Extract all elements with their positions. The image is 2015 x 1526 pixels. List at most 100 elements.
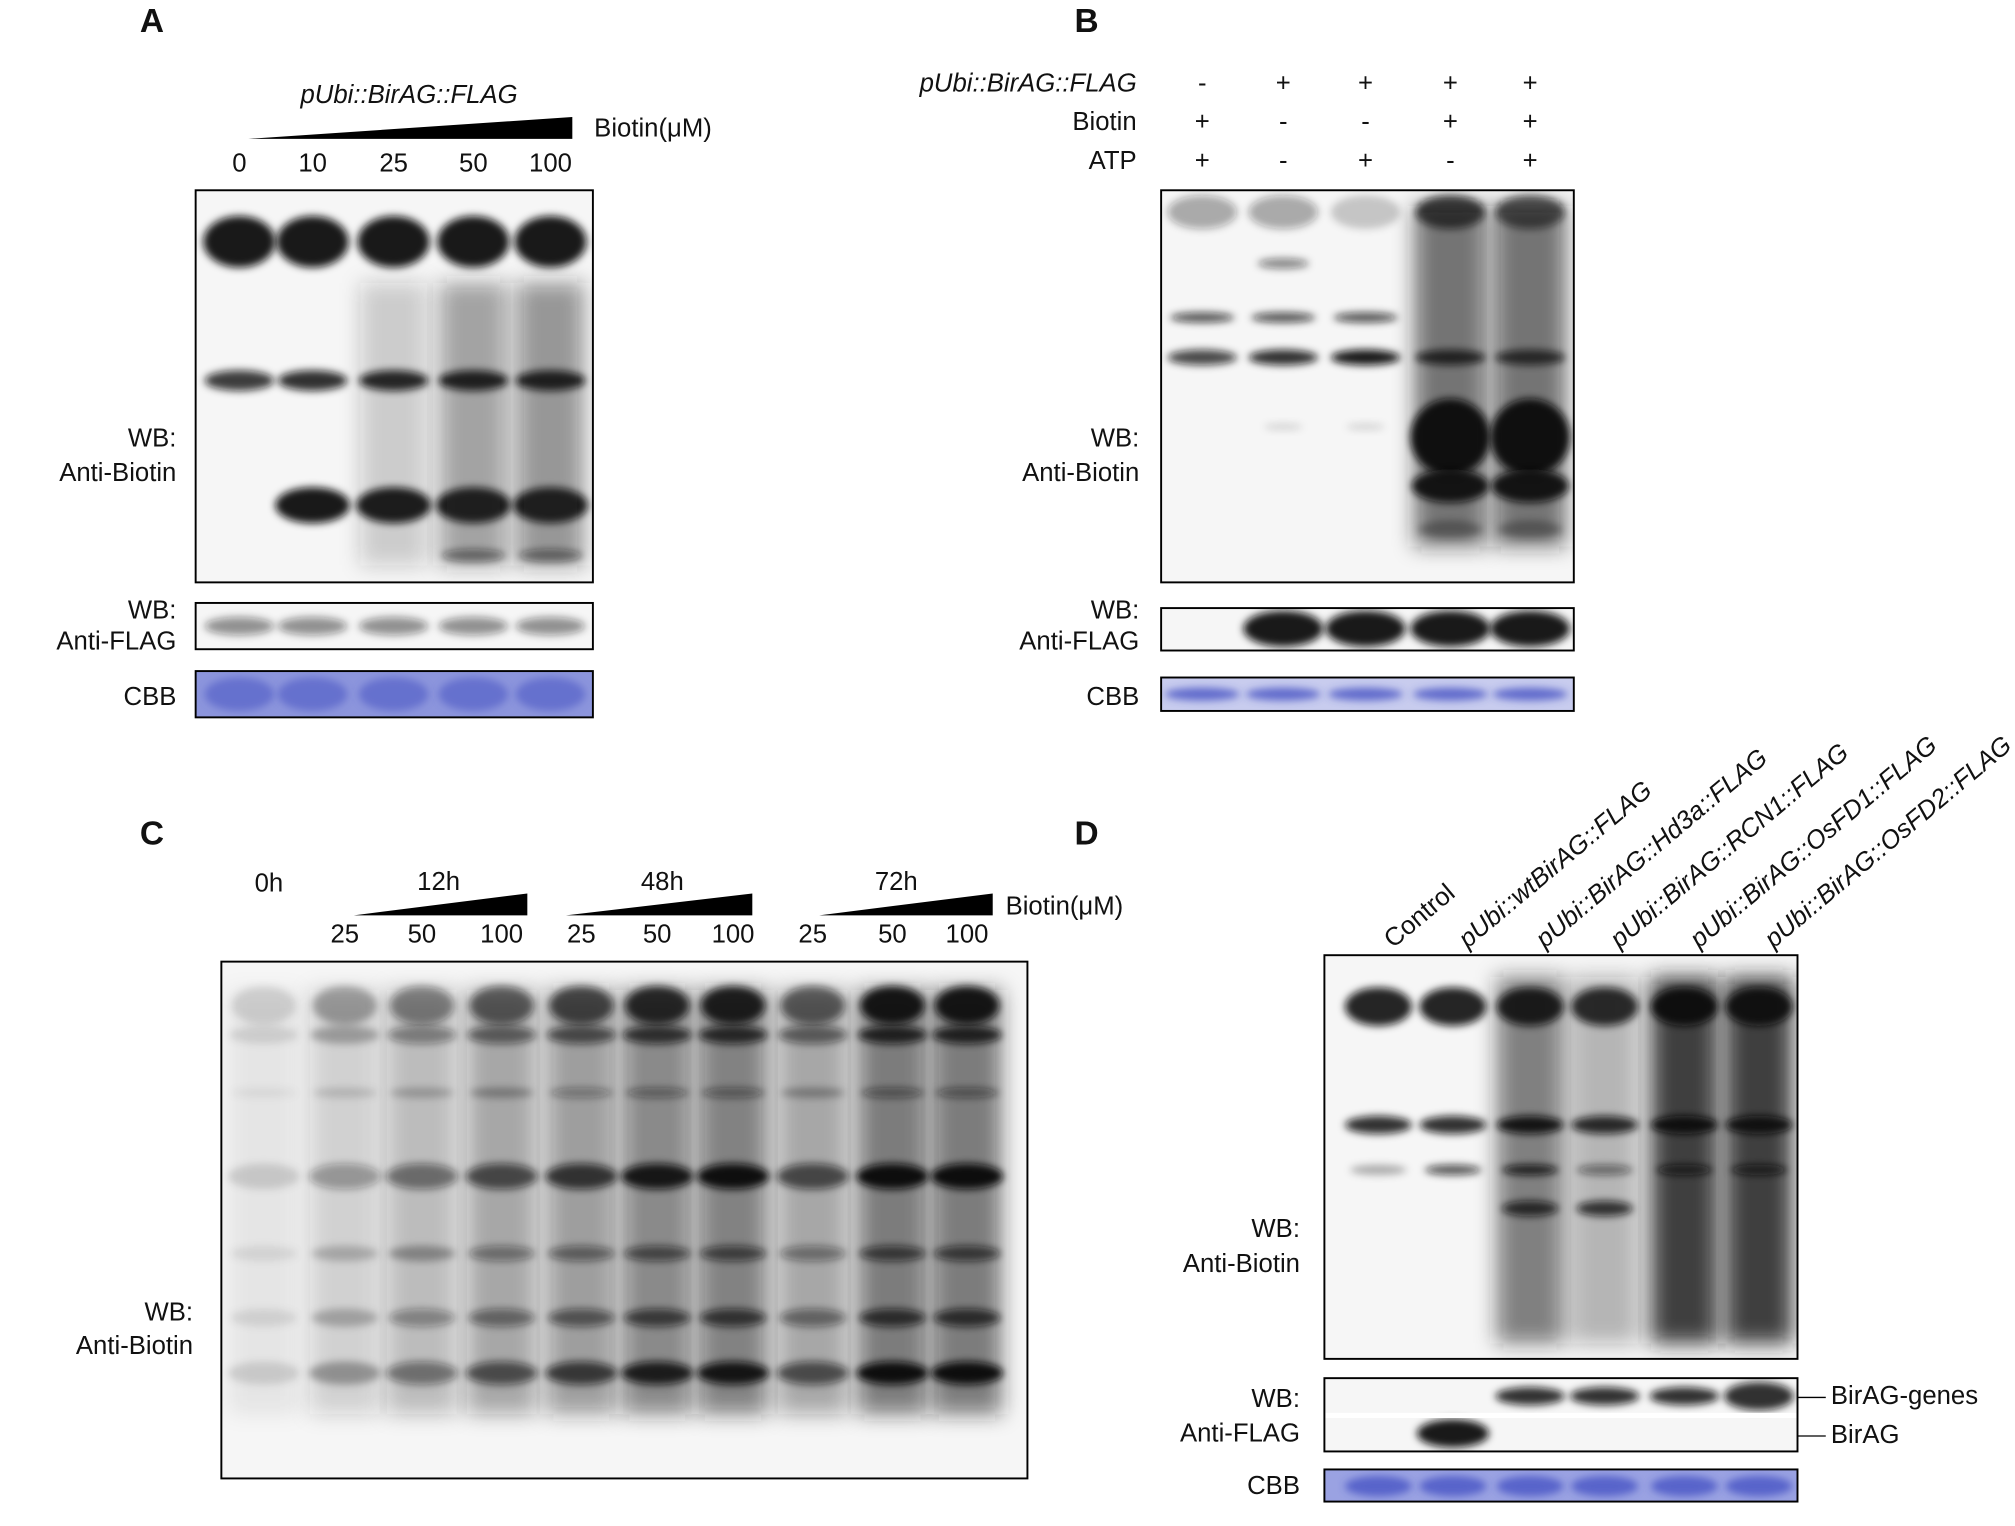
blot-frame <box>1323 1468 1799 1503</box>
band <box>1344 1115 1412 1134</box>
blot <box>204 677 586 711</box>
label: WB: <box>128 424 177 452</box>
band <box>859 1245 926 1262</box>
band <box>468 1308 536 1327</box>
band <box>1656 1164 1713 1176</box>
sign: + <box>1443 108 1458 136</box>
band <box>1419 987 1487 1026</box>
band <box>1491 469 1569 503</box>
band <box>776 1163 849 1190</box>
smear <box>1496 977 1564 1344</box>
band <box>1650 1475 1718 1497</box>
band <box>227 1361 300 1385</box>
band <box>698 1025 768 1044</box>
label: Anti-Biotin <box>59 459 176 487</box>
band <box>229 1025 299 1044</box>
sign: - <box>1279 147 1288 175</box>
band <box>1650 987 1718 1026</box>
band <box>204 677 275 711</box>
label: CBB <box>1086 683 1139 711</box>
label: Anti-FLAG <box>1019 628 1139 656</box>
blot-frame <box>1323 1377 1799 1453</box>
smear <box>622 989 692 1415</box>
construct-label: pUbi::BirAG::FLAG <box>300 81 518 109</box>
band <box>1490 398 1570 476</box>
band <box>546 1025 617 1044</box>
band <box>621 1361 694 1385</box>
band <box>385 1163 458 1190</box>
band <box>1497 520 1563 539</box>
lane-label: 0 <box>232 149 246 177</box>
band <box>437 215 510 268</box>
sign: + <box>1523 147 1538 175</box>
lane-label: 25 <box>330 921 359 949</box>
band <box>1251 312 1316 323</box>
band <box>1492 687 1568 701</box>
band <box>1569 1387 1640 1406</box>
sign: + <box>1523 108 1538 136</box>
label: WB: <box>1251 1385 1300 1413</box>
label: Biotin(μM) <box>594 115 712 143</box>
time-label: 72h <box>875 868 918 896</box>
band <box>1419 1475 1487 1497</box>
lane-label: 10 <box>298 149 327 177</box>
band <box>230 1245 298 1262</box>
sign: + <box>1358 147 1373 175</box>
band <box>203 215 276 268</box>
band <box>311 1308 379 1327</box>
blot <box>1324 1382 1798 1448</box>
band <box>545 1163 618 1190</box>
band <box>1344 987 1412 1026</box>
gradient-wedge <box>248 116 573 139</box>
label: WB: <box>1091 597 1140 625</box>
band <box>1424 1164 1482 1176</box>
smear <box>360 282 428 566</box>
label: BirAG-genes <box>1831 1382 1978 1410</box>
band <box>277 677 348 711</box>
band <box>934 986 1000 1025</box>
smear <box>387 989 457 1415</box>
band <box>275 487 350 524</box>
band <box>931 1361 1004 1385</box>
band <box>310 1025 380 1044</box>
label: BirAG <box>1831 1421 1900 1449</box>
band <box>1411 469 1489 503</box>
band <box>1571 1475 1639 1497</box>
blot-frame <box>1323 954 1799 1360</box>
band <box>1501 1164 1559 1176</box>
smear <box>1571 977 1639 1344</box>
band <box>1330 195 1401 229</box>
band <box>1328 687 1403 701</box>
band <box>1571 987 1639 1026</box>
band <box>469 1087 534 1098</box>
band <box>231 1087 296 1098</box>
smear <box>857 989 928 1415</box>
band <box>277 370 348 391</box>
band <box>1496 987 1564 1026</box>
band <box>1725 1475 1793 1497</box>
band <box>385 1361 458 1385</box>
band <box>277 617 348 636</box>
band <box>933 1308 1001 1327</box>
band <box>1501 1200 1559 1217</box>
blot <box>1164 687 1568 701</box>
blot-frame <box>1160 607 1575 652</box>
lane-label: 25 <box>379 149 408 177</box>
smear <box>546 989 617 1415</box>
smear <box>466 989 537 1415</box>
blot-frame <box>194 601 594 651</box>
row-label: ATP <box>1089 147 1137 175</box>
smear <box>932 989 1002 1415</box>
smear <box>1420 977 1487 1343</box>
band <box>625 1087 690 1098</box>
band <box>933 1245 1001 1262</box>
band <box>860 986 925 1025</box>
band <box>465 1361 538 1385</box>
panel-letter: D <box>1075 815 1099 852</box>
band <box>1419 1115 1487 1134</box>
band <box>1263 423 1303 431</box>
blot <box>1243 610 1570 647</box>
band <box>1724 1382 1794 1411</box>
band <box>1413 687 1488 701</box>
